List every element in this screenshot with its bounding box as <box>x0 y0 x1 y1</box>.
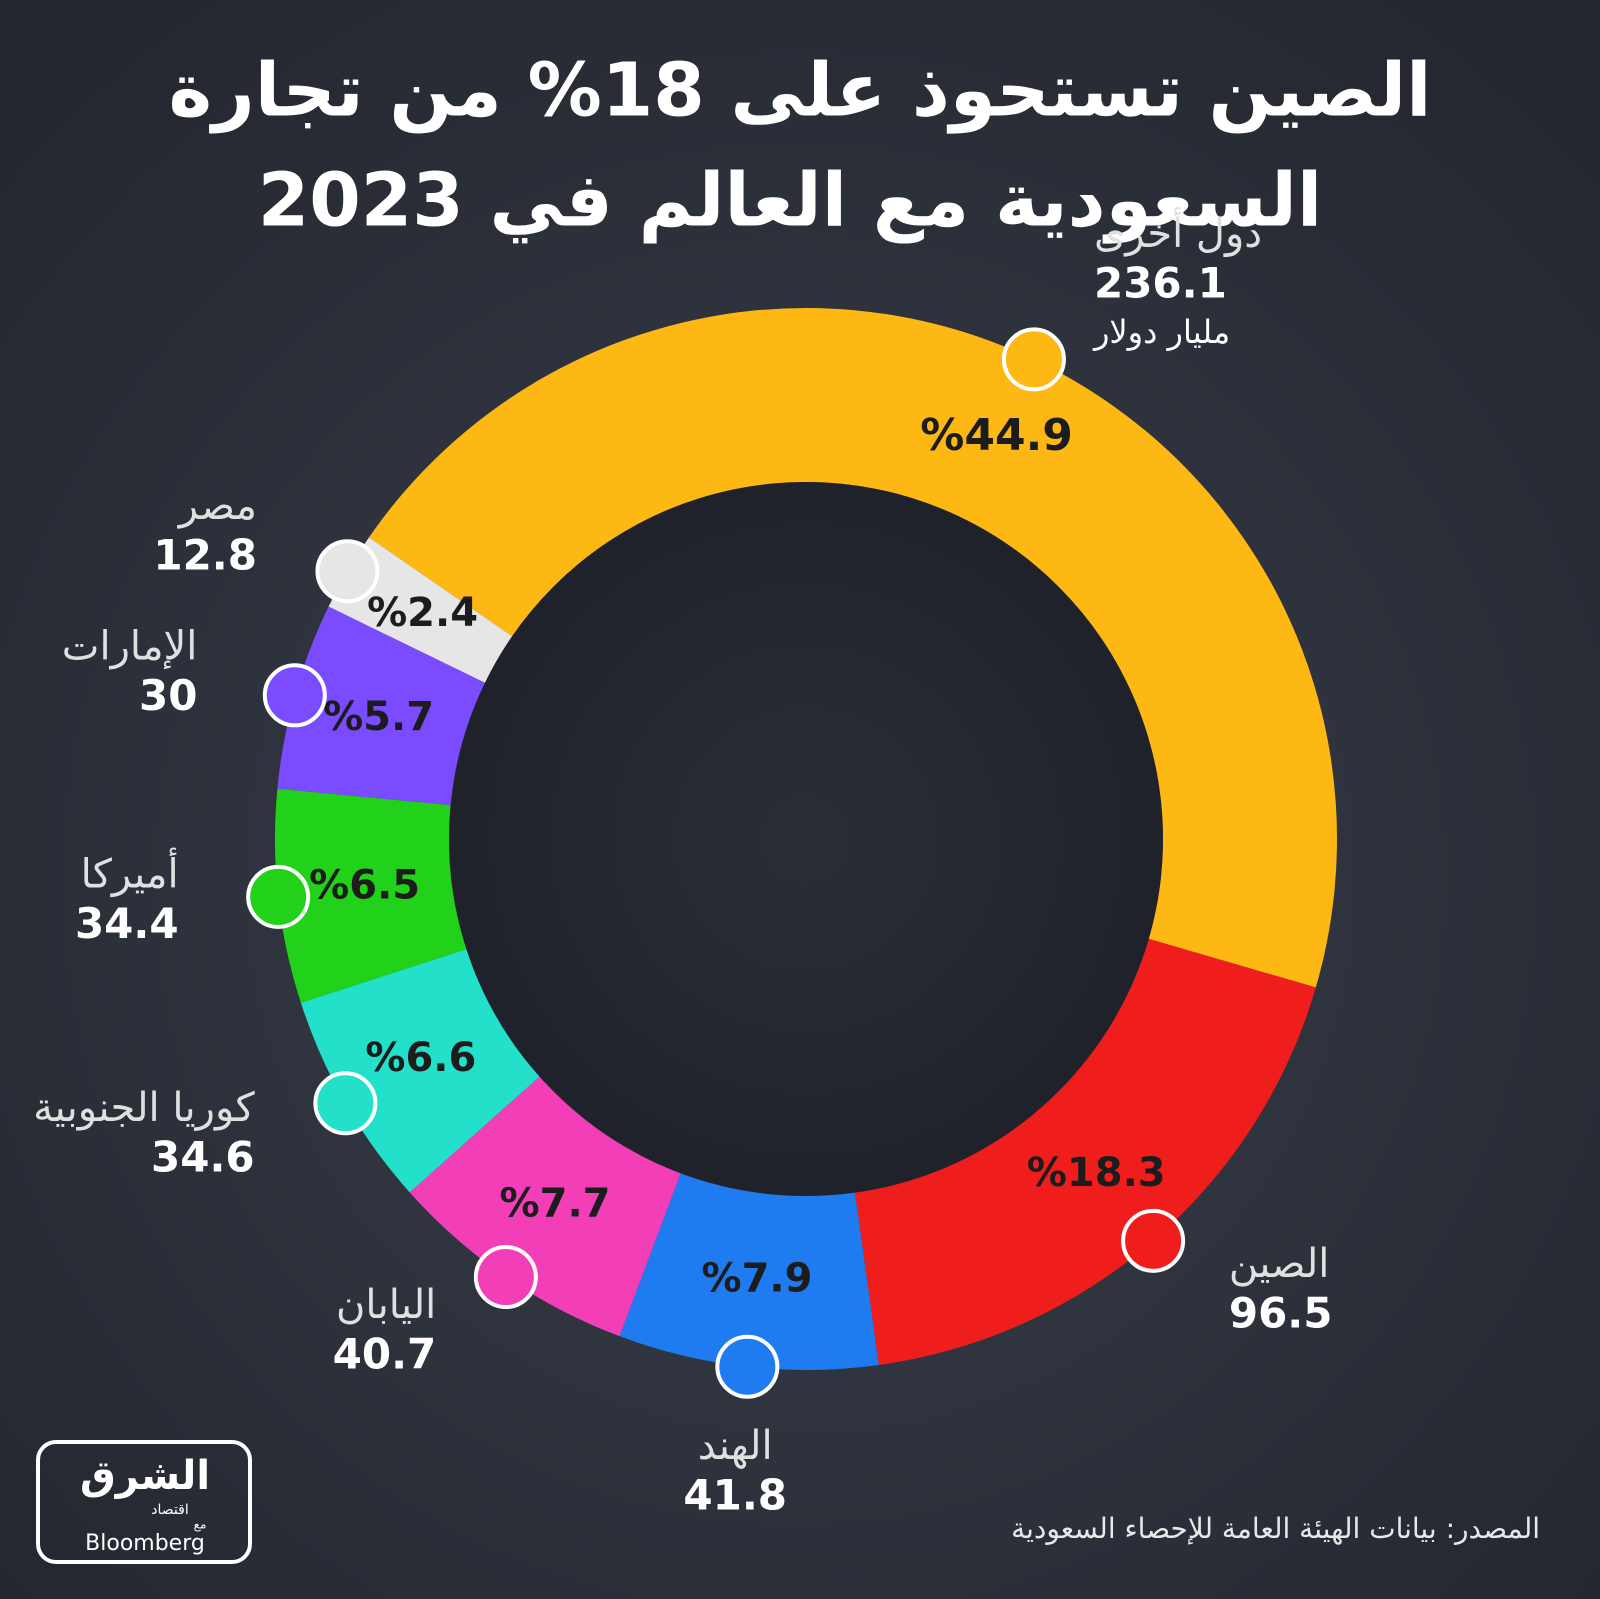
amount-label: 30 <box>139 671 197 720</box>
percent-label: %6.5 <box>309 862 420 908</box>
flag-icon <box>262 663 327 728</box>
category-label: الهند <box>698 1423 773 1469</box>
logo-name: الشرق <box>80 1453 210 1499</box>
percent-label: %7.7 <box>500 1180 611 1226</box>
percent-label: %5.7 <box>323 694 434 740</box>
category-label: الإمارات <box>62 623 198 669</box>
category-label: دول أخرى <box>1094 207 1262 257</box>
donut-segment <box>368 307 1338 988</box>
category-label: مصر <box>177 483 257 529</box>
percent-label: %2.4 <box>367 590 478 636</box>
category-label: أميركا <box>81 848 179 898</box>
donut-segment <box>619 1173 879 1371</box>
donut-segment <box>854 938 1316 1365</box>
amount-label: 34.6 <box>151 1133 255 1182</box>
flag-icon <box>473 1245 538 1310</box>
flag-icon <box>1001 327 1066 392</box>
percent-label: %6.6 <box>365 1035 476 1081</box>
amount-label: 96.5 <box>1229 1288 1333 1337</box>
logo-partner: Bloomberg <box>85 1531 205 1556</box>
category-label: كوريا الجنوبية <box>33 1085 256 1131</box>
percent-label: %18.3 <box>1027 1150 1166 1196</box>
logo-with: مع <box>194 1518 207 1532</box>
category-label: الصين <box>1229 1241 1330 1287</box>
amount-label: 12.8 <box>153 530 257 579</box>
amount-label: 41.8 <box>683 1471 787 1520</box>
flag-icon <box>1121 1208 1186 1273</box>
amount-label: 40.7 <box>333 1329 437 1378</box>
donut-segment <box>277 606 486 806</box>
title-line: السعودية مع العالم في 2023 <box>258 158 1322 245</box>
percent-label: %7.9 <box>702 1255 813 1301</box>
amount-label: 236.1 <box>1094 259 1227 308</box>
flag-icon <box>315 539 380 604</box>
title-line: الصين تستحوذ على 18% من تجارة <box>168 48 1431 135</box>
flag-icon <box>246 864 311 929</box>
center-hole <box>449 482 1163 1196</box>
unit-label: مليار دولار <box>1092 313 1230 351</box>
source: المصدر: بيانات الهيئة العامة للإحصاء الس… <box>1011 1512 1540 1545</box>
flag-icon <box>715 1334 780 1399</box>
logo-sub: اقتصاد <box>151 1502 188 1518</box>
flag-icon <box>313 1071 378 1136</box>
percent-label: %44.9 <box>920 410 1073 461</box>
donut-segment <box>275 788 467 1003</box>
donut-segment <box>300 949 540 1193</box>
donut-segment <box>409 1076 681 1337</box>
logo: الشرق اقتصاد مع Bloomberg <box>36 1440 252 1564</box>
amount-label: 34.4 <box>75 899 179 948</box>
logo-frame <box>36 1440 252 1564</box>
category-label: اليابان <box>336 1282 436 1328</box>
